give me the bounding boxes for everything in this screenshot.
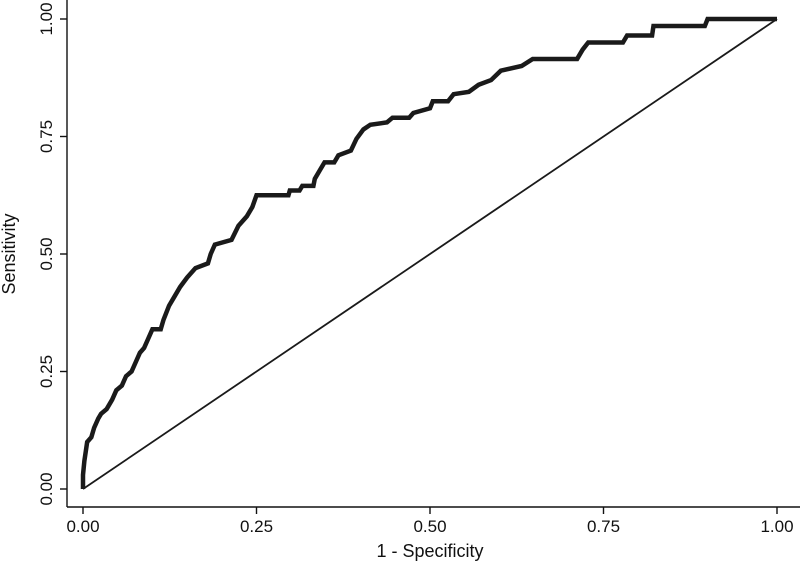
y-tick-label: 0.25 — [37, 355, 56, 388]
x-tick-label: 0.00 — [66, 517, 99, 536]
y-ticks: 0.00 0.25 0.50 0.75 1.00 — [37, 2, 67, 506]
x-ticks: 0.00 0.25 0.50 0.75 1.00 — [66, 507, 794, 536]
x-axis-label: 1 - Specificity — [376, 541, 483, 561]
x-tick-label: 1.00 — [760, 517, 793, 536]
x-tick-label: 0.75 — [587, 517, 620, 536]
y-tick-label: 0.00 — [37, 472, 56, 505]
y-tick-label: 0.75 — [37, 120, 56, 153]
y-axis-label: Sensitivity — [0, 213, 19, 294]
reference-line — [82, 18, 778, 490]
x-tick-label: 0.25 — [240, 517, 273, 536]
roc-curve — [80, 16, 777, 489]
y-tick-label: 0.50 — [37, 237, 56, 270]
axes — [66, 0, 800, 508]
x-tick-label: 0.50 — [413, 517, 446, 536]
y-tick-label: 1.00 — [37, 2, 56, 35]
